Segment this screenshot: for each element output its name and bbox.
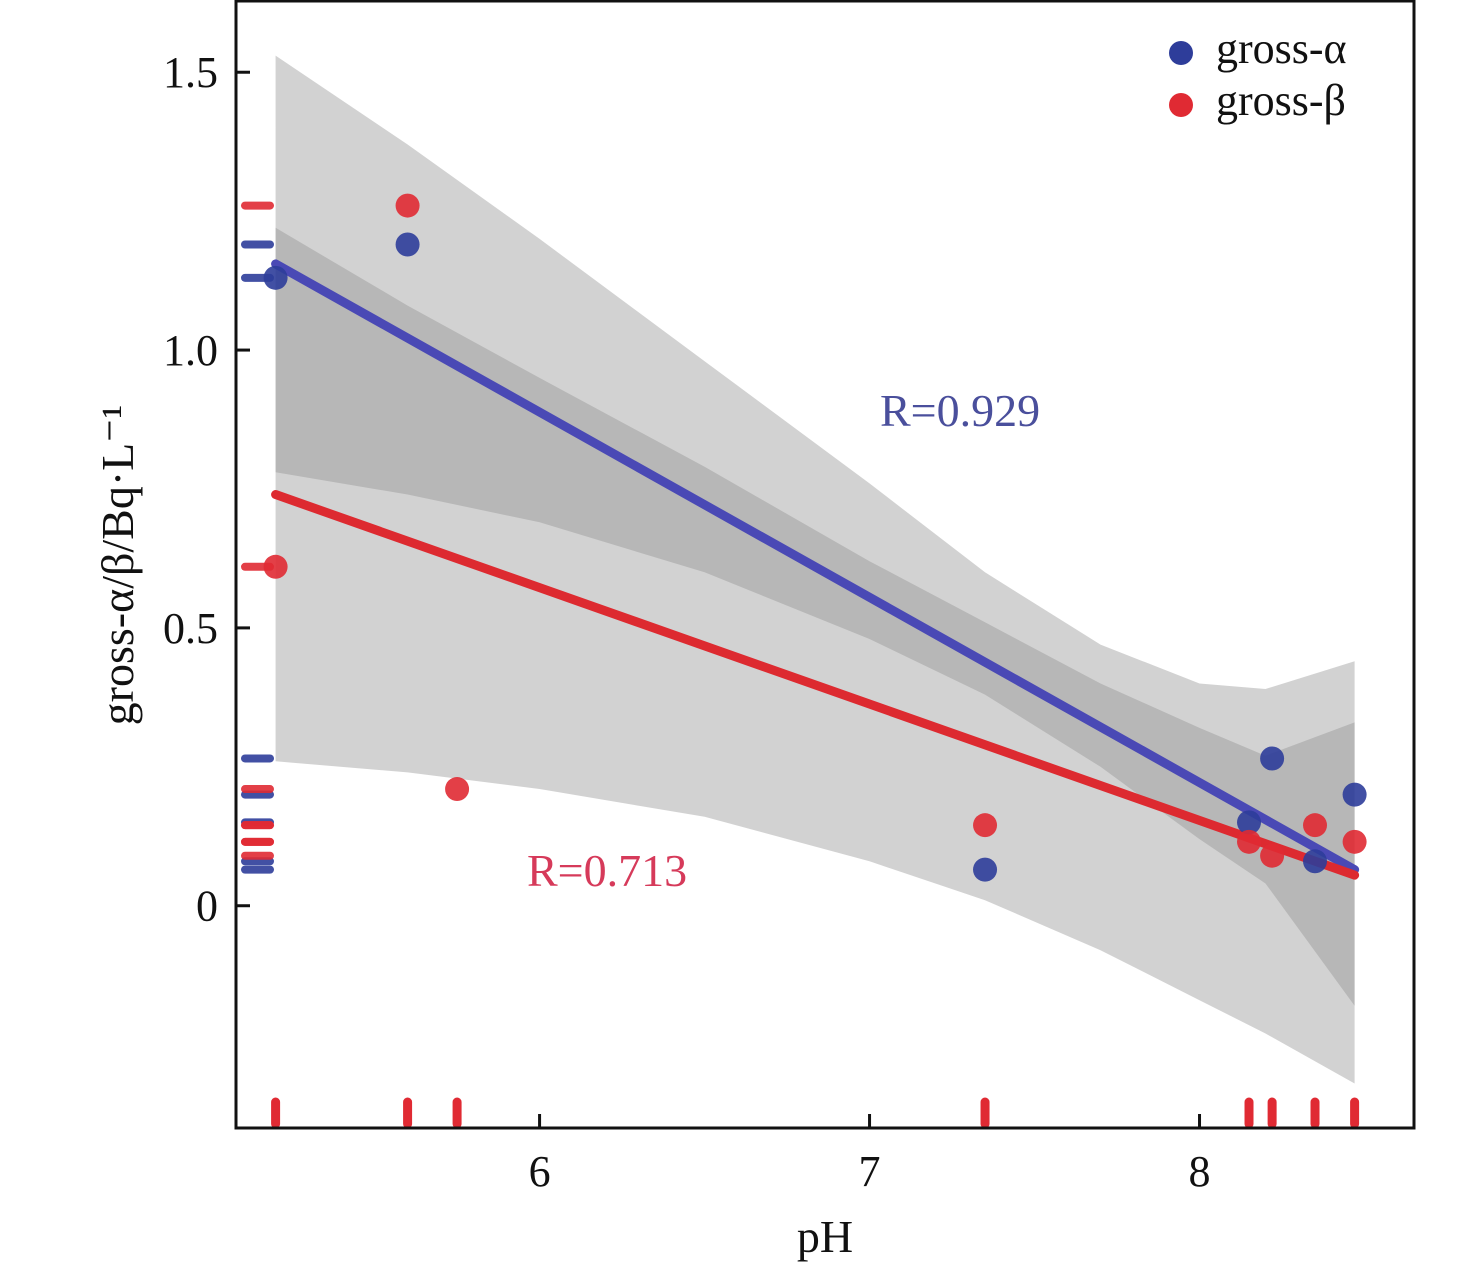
y-tick-label: 1.5 xyxy=(163,48,218,97)
axes xyxy=(234,0,1416,1130)
data-point-beta xyxy=(395,193,420,218)
y-axis-title: gross-α/β/Bq·L⁻¹ xyxy=(92,405,143,726)
data-point-alpha xyxy=(1260,746,1285,771)
annotation-r-beta: R=0.713 xyxy=(527,845,687,896)
y-tick-label: 1.0 xyxy=(163,326,218,375)
plot-frame xyxy=(234,0,1416,1130)
fit-line-beta xyxy=(271,490,1360,880)
data-point-beta xyxy=(263,554,288,579)
legend: gross-α gross-β xyxy=(1169,24,1347,125)
x-tick-label: 6 xyxy=(529,1147,551,1196)
confidence-band-beta xyxy=(275,227,1355,1084)
legend-label-alpha: gross-α xyxy=(1216,24,1347,73)
data-point-alpha xyxy=(1303,849,1328,874)
y-tick-label: 0 xyxy=(196,882,218,931)
data-point-beta xyxy=(973,813,998,838)
legend-label-beta: gross-β xyxy=(1216,76,1346,125)
x-tick-label: 8 xyxy=(1189,1147,1211,1196)
data-point-beta xyxy=(1260,843,1285,868)
data-point-alpha xyxy=(1237,810,1262,835)
data-point-alpha xyxy=(973,857,998,882)
data-point-beta xyxy=(1303,813,1328,838)
y-tick-label: 0.5 xyxy=(163,604,218,653)
fit-line-alpha xyxy=(271,259,1360,875)
confidence-bands xyxy=(275,55,1355,1084)
data-point-alpha xyxy=(1342,782,1367,807)
annotation-r-alpha: R=0.929 xyxy=(880,385,1040,436)
x-axis-title: pH xyxy=(797,1211,853,1262)
data-point-beta xyxy=(1237,829,1262,854)
data-points xyxy=(263,193,1367,882)
ticks: 6 7 8 0 0.5 1.0 1.5 xyxy=(163,48,1211,1196)
data-point-beta xyxy=(1342,829,1367,854)
legend-marker-alpha xyxy=(1169,41,1193,65)
data-point-alpha xyxy=(263,265,288,290)
data-point-beta xyxy=(445,777,470,802)
data-point-alpha xyxy=(395,232,420,257)
regression-lines xyxy=(271,259,1360,880)
confidence-band-alpha xyxy=(275,55,1355,1006)
x-tick-label: 7 xyxy=(859,1147,881,1196)
legend-marker-beta xyxy=(1169,93,1193,117)
